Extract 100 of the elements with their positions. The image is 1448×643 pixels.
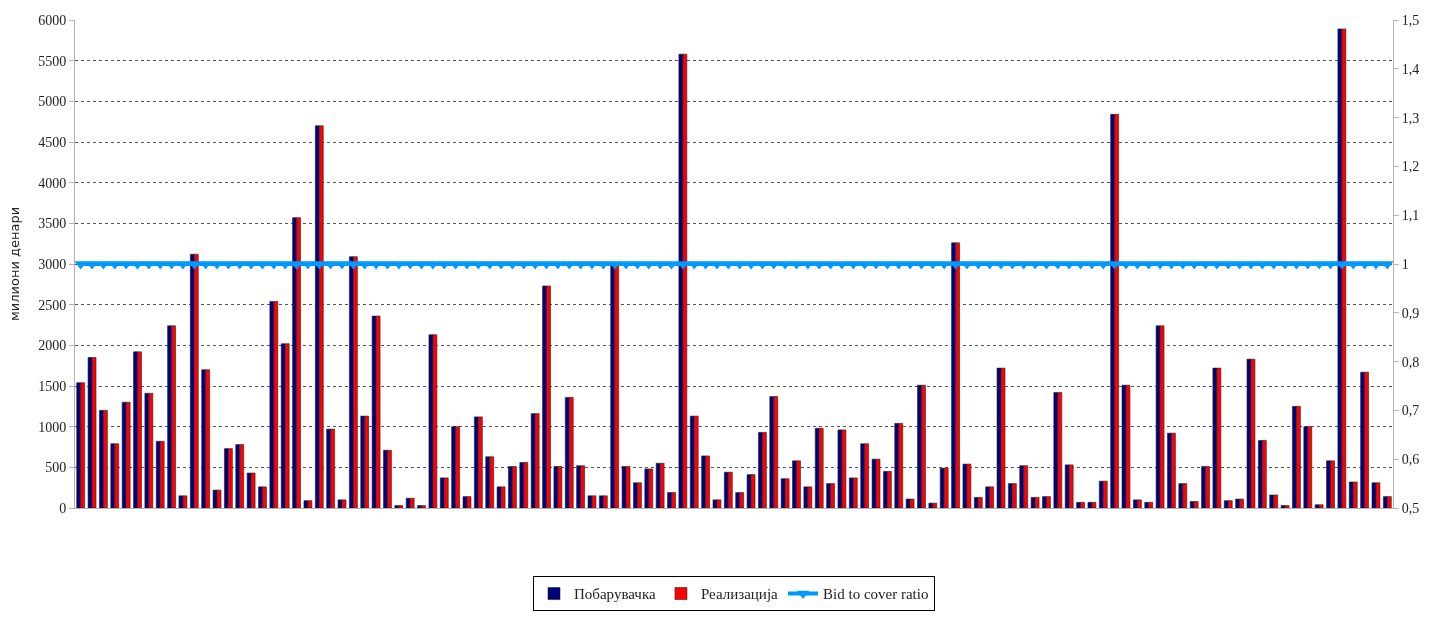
bar bbox=[796, 460, 801, 508]
bar bbox=[905, 498, 911, 508]
bar bbox=[1371, 482, 1377, 508]
bar bbox=[114, 443, 120, 508]
bar bbox=[1068, 464, 1074, 508]
y-tick-label: 6000 bbox=[38, 12, 67, 28]
y-tick-label: 4000 bbox=[38, 175, 67, 191]
y-tick-label: 5500 bbox=[38, 53, 67, 69]
bar bbox=[1387, 496, 1392, 508]
bar bbox=[659, 462, 665, 508]
bar bbox=[1280, 505, 1286, 508]
bar bbox=[1046, 496, 1051, 508]
bar bbox=[807, 486, 813, 508]
bar bbox=[591, 495, 597, 508]
bar bbox=[716, 499, 722, 508]
y2-tick-label: 1,5 bbox=[1401, 12, 1420, 28]
legend-label: Bid to cover ratio bbox=[823, 586, 929, 603]
y-tick-label: 5000 bbox=[38, 94, 67, 110]
bar bbox=[273, 301, 279, 508]
bar bbox=[1269, 494, 1274, 508]
bar bbox=[512, 466, 517, 508]
bar bbox=[1133, 499, 1138, 508]
y2-tick-label: 1 bbox=[1401, 256, 1409, 272]
bar bbox=[1030, 497, 1036, 508]
bar bbox=[712, 499, 718, 508]
bar bbox=[421, 505, 426, 508]
bar bbox=[671, 492, 676, 508]
bar bbox=[1137, 499, 1142, 508]
bar bbox=[1235, 498, 1240, 508]
bar bbox=[853, 477, 858, 508]
bar bbox=[580, 465, 585, 508]
bar bbox=[478, 416, 483, 508]
bar bbox=[977, 497, 983, 508]
bar bbox=[1080, 502, 1085, 508]
y2-tick-label: 1,1 bbox=[1401, 208, 1420, 224]
bar bbox=[496, 486, 502, 508]
bar bbox=[1205, 466, 1210, 508]
bar bbox=[148, 393, 154, 508]
bar bbox=[625, 466, 631, 508]
bar bbox=[864, 443, 869, 508]
bar bbox=[985, 486, 990, 508]
bar bbox=[1042, 496, 1047, 508]
bar bbox=[337, 499, 343, 508]
bar bbox=[1171, 432, 1176, 508]
bar bbox=[898, 423, 904, 508]
bar bbox=[1375, 482, 1381, 508]
bar bbox=[330, 428, 335, 508]
bar bbox=[284, 343, 290, 508]
bar bbox=[1000, 367, 1006, 508]
bar bbox=[1091, 502, 1097, 508]
bar bbox=[1023, 465, 1029, 508]
y-tick-label: 0 bbox=[59, 500, 67, 516]
bar bbox=[1314, 504, 1320, 508]
bar bbox=[928, 502, 934, 508]
bar bbox=[603, 495, 608, 508]
bar bbox=[250, 472, 256, 508]
bar bbox=[258, 486, 263, 508]
bar bbox=[417, 505, 422, 508]
bar bbox=[303, 500, 309, 508]
bar bbox=[728, 471, 733, 508]
bar bbox=[1159, 325, 1165, 508]
bar bbox=[1284, 505, 1290, 508]
bar bbox=[599, 495, 604, 508]
bar bbox=[693, 415, 699, 508]
bar bbox=[1223, 500, 1229, 508]
legend-label: Реализација bbox=[700, 586, 779, 603]
bar bbox=[841, 429, 847, 508]
bar bbox=[762, 432, 767, 508]
bar bbox=[178, 495, 184, 508]
bar bbox=[943, 467, 949, 508]
bar bbox=[1216, 367, 1222, 508]
bar bbox=[1364, 371, 1369, 508]
bar bbox=[648, 468, 654, 508]
bar bbox=[557, 466, 563, 508]
bar bbox=[1307, 426, 1313, 508]
bar bbox=[125, 401, 131, 508]
bar bbox=[466, 496, 472, 508]
bar bbox=[443, 477, 449, 508]
bar bbox=[182, 495, 188, 508]
bar bbox=[932, 502, 938, 508]
bar bbox=[784, 478, 790, 508]
bar bbox=[1182, 483, 1188, 508]
bar bbox=[633, 482, 638, 508]
bar bbox=[534, 413, 540, 508]
bar bbox=[1250, 358, 1256, 508]
bar bbox=[341, 499, 347, 508]
bar bbox=[489, 456, 494, 508]
y-tick-label: 3500 bbox=[38, 216, 67, 232]
bar bbox=[1383, 496, 1388, 508]
y2-tick-label: 0,5 bbox=[1401, 500, 1420, 516]
bar bbox=[989, 486, 994, 508]
bar bbox=[262, 486, 267, 508]
bar bbox=[921, 384, 926, 508]
bar bbox=[875, 458, 881, 508]
bar bbox=[212, 489, 218, 508]
bar bbox=[364, 415, 370, 508]
y-tick-label: 1500 bbox=[38, 378, 67, 394]
y-tick-label: 2000 bbox=[38, 338, 67, 354]
y-axis-title: милиони денари bbox=[7, 206, 23, 322]
bar bbox=[966, 463, 972, 508]
